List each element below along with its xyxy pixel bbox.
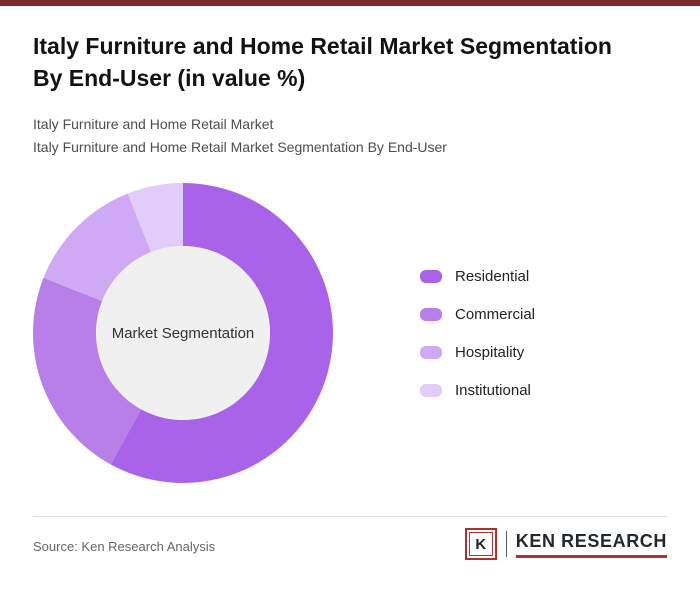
- logo-separator: [505, 531, 507, 557]
- legend-item-institutional: Institutional: [420, 371, 535, 409]
- legend-label: Institutional: [455, 381, 531, 399]
- legend-item-hospitality: Hospitality: [420, 333, 535, 371]
- ken-research-logo: K KEN RESEARCH: [464, 528, 667, 560]
- legend: Residential Commercial Hospitality Institut…: [420, 257, 535, 409]
- donut-inner-circle: [96, 246, 270, 420]
- donut-chart: Market Segmentation: [33, 183, 333, 483]
- legend-swatch-icon: [420, 345, 442, 359]
- page-title-line1: Italy Furniture and Home Retail Market S…: [33, 33, 612, 59]
- legend-label: Commercial: [455, 305, 536, 323]
- legend-item-residential: Residential: [420, 257, 535, 295]
- source-text: Source: Ken Research Analysis: [33, 539, 216, 554]
- donut-chart-svg: [33, 183, 333, 483]
- footer-divider: [33, 516, 667, 517]
- legend-label: Residential: [455, 267, 530, 285]
- chart-subtitles: Italy Furniture and Home Retail Market I…: [33, 113, 447, 159]
- donut-segment-institutional: [127, 183, 183, 253]
- page-title-line2: By End-User (in value %): [33, 65, 306, 92]
- logo-k-icon: K: [464, 528, 497, 560]
- donut-segment-residential: [110, 183, 333, 483]
- subtitle-line2: Italy Furniture and Home Retail Market S…: [33, 139, 447, 156]
- logo-wordmark: KEN RESEARCH: [515, 531, 667, 558]
- donut-segment-hospitality: [43, 193, 151, 301]
- top-accent-bar: [0, 0, 700, 6]
- donut-segment-commercial: [33, 277, 142, 465]
- legend-swatch-icon: [420, 307, 442, 321]
- subtitle-line1: Italy Furniture and Home Retail Market: [33, 116, 274, 132]
- logo-k-letter: K: [468, 532, 493, 556]
- legend-item-commercial: Commercial: [420, 295, 535, 333]
- legend-swatch-icon: [420, 383, 442, 397]
- page-title: Italy Furniture and Home Retail Market S…: [33, 30, 612, 94]
- legend-label: Hospitality: [455, 343, 525, 361]
- legend-swatch-icon: [420, 269, 442, 283]
